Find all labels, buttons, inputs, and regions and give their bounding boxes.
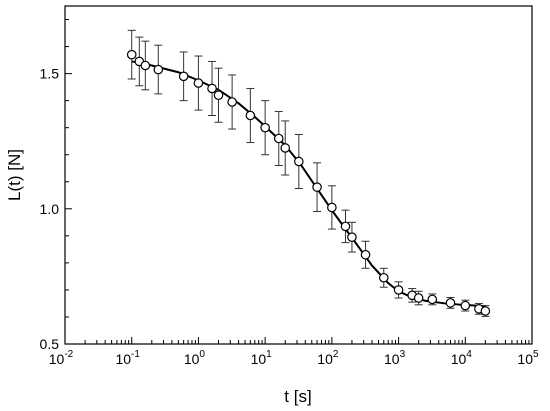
x-tick-exponent: 5 — [533, 349, 539, 360]
x-tick-base: 10 — [49, 351, 65, 367]
data-point — [193, 78, 204, 88]
x-axis-title: t [s] — [284, 387, 311, 406]
data-point — [245, 110, 256, 121]
x-tick-exponent: 3 — [400, 349, 406, 360]
x-tick-exponent: -2 — [64, 349, 73, 360]
y-tick-label: 0.5 — [40, 336, 60, 352]
x-tick-base: 10 — [115, 351, 131, 367]
data-point — [213, 90, 224, 101]
x-tick-exponent: 4 — [466, 349, 472, 360]
data-point — [273, 133, 284, 144]
x-tick-label: 102 — [317, 349, 339, 367]
ticks-layer — [64, 19, 533, 345]
data-point — [153, 64, 164, 75]
data-point — [340, 221, 351, 232]
data-point — [126, 49, 137, 60]
data-point — [260, 122, 270, 133]
errorbar-layer — [127, 29, 490, 317]
x-tick-base: 10 — [384, 351, 400, 367]
fit-layer — [131, 60, 486, 308]
data-point — [480, 306, 491, 316]
y-axis-title: L(t) [N] — [5, 149, 24, 201]
x-tick-label: 100 — [184, 349, 206, 367]
x-tick-base: 10 — [517, 351, 533, 367]
data-point — [460, 300, 471, 311]
x-tick-exponent: 1 — [266, 349, 272, 360]
x-tick-label: 101 — [251, 349, 273, 367]
x-tick-label: 10-1 — [115, 349, 140, 367]
data-point — [378, 272, 389, 283]
x-tick-base: 10 — [251, 351, 267, 367]
x-tick-label: 103 — [384, 349, 406, 367]
x-tick-base: 10 — [451, 351, 467, 367]
x-tick-label: 105 — [517, 349, 539, 367]
data-point — [427, 294, 438, 305]
data-point — [178, 71, 189, 82]
data-point — [140, 60, 151, 71]
points-layer — [126, 49, 491, 316]
data-point — [327, 202, 337, 213]
x-tick-base: 10 — [317, 351, 333, 367]
data-point — [393, 285, 404, 295]
x-tick-exponent: 0 — [199, 349, 205, 360]
x-tick-exponent: 2 — [333, 349, 339, 360]
data-point — [413, 293, 424, 303]
data-point — [312, 182, 322, 192]
data-point — [360, 249, 371, 260]
x-tick-base: 10 — [184, 351, 200, 367]
plot-frame — [64, 5, 533, 345]
data-point — [207, 83, 217, 94]
x-tick-label: 10-2 — [49, 349, 74, 367]
data-point — [347, 232, 357, 242]
data-point — [280, 143, 291, 153]
x-tick-label: 104 — [451, 349, 473, 367]
y-tick-label: 1.5 — [40, 66, 60, 82]
y-tick-label: 1.0 — [40, 201, 60, 217]
fit-curve — [131, 60, 486, 308]
data-point — [227, 97, 237, 107]
data-point — [445, 298, 456, 308]
data-point — [294, 156, 304, 167]
x-tick-exponent: -1 — [131, 349, 140, 360]
